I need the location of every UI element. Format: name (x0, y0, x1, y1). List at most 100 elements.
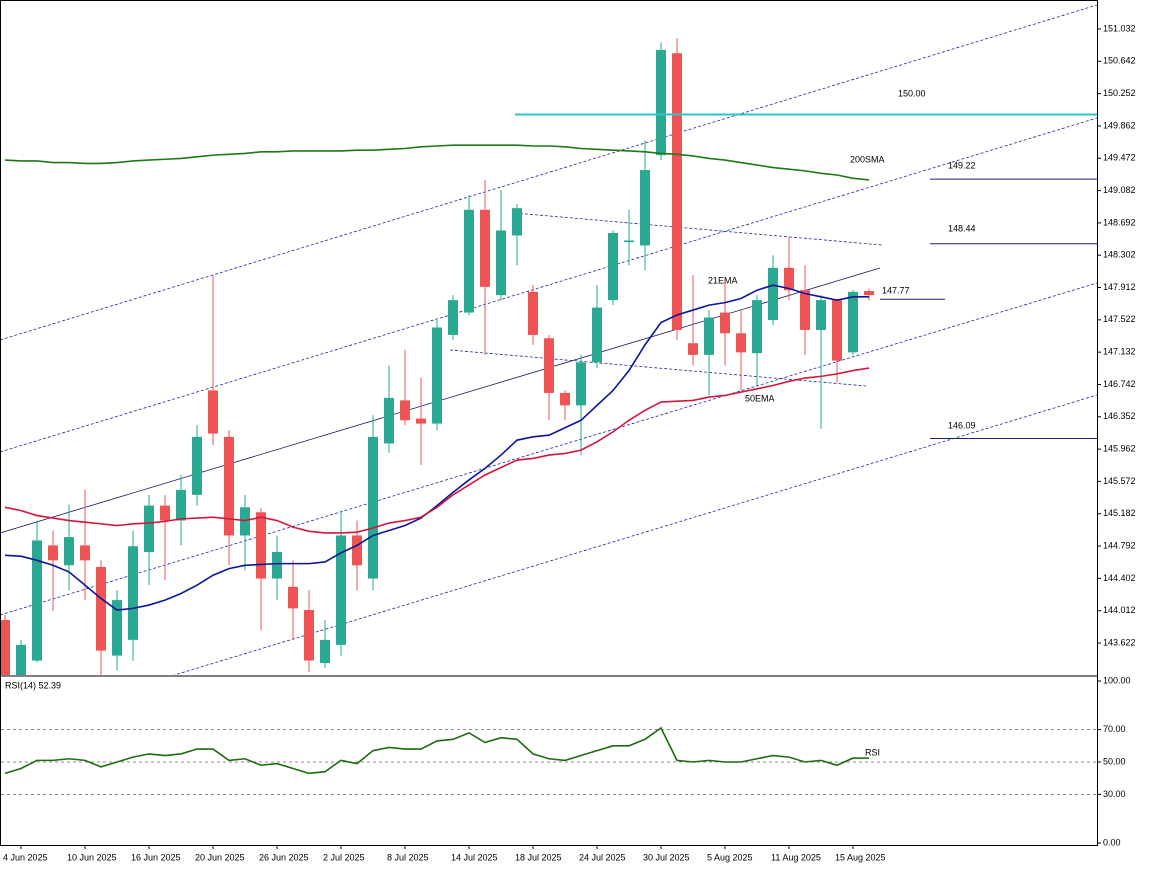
candle-body (560, 392, 570, 406)
y-tick-label: 149.862 (1103, 120, 1136, 130)
candle-body (208, 390, 218, 434)
y-tick-label: 50.00 (1103, 756, 1126, 766)
candle-body (176, 489, 186, 521)
candle-body (512, 208, 522, 236)
channel-line (1, 282, 1097, 616)
y-tick-label: 150.252 (1103, 88, 1136, 98)
x-tick-label: 30 Jul 2025 (643, 852, 690, 862)
x-tick-label: 2 Jul 2025 (323, 852, 365, 862)
level-label: 148.44 (948, 223, 976, 233)
candle-body (720, 312, 730, 334)
x-tick-label: 18 Jul 2025 (515, 852, 562, 862)
candle-body (448, 300, 458, 335)
candle-body (192, 436, 202, 495)
candle-body (464, 209, 474, 313)
candle-body (688, 343, 698, 355)
y-tick-label: 151.032 (1103, 23, 1136, 33)
candle-body (144, 505, 154, 553)
candle-body (576, 362, 586, 406)
y-tick-label: 0.00 (1103, 837, 1121, 847)
y-tick-label: 148.302 (1103, 250, 1136, 260)
level-label: 150.00 (898, 88, 926, 98)
y-tick-label: 149.472 (1103, 153, 1136, 163)
x-tick-label: 24 Jul 2025 (579, 852, 626, 862)
indicator-line (4, 284, 869, 611)
candle-body (656, 49, 666, 156)
level-label: 146.09 (948, 420, 976, 430)
candle-body (736, 333, 746, 353)
x-tick-label: 16 Jun 2025 (131, 852, 181, 862)
candle-body (80, 545, 90, 561)
candle-body (816, 300, 826, 330)
y-tick-label: 149.082 (1103, 185, 1136, 195)
y-tick-label: 146.352 (1103, 411, 1136, 421)
candle-body (704, 317, 714, 355)
y-tick-label: 145.182 (1103, 508, 1136, 518)
candle-body (240, 507, 250, 536)
y-tick-label: 144.792 (1103, 540, 1136, 550)
y-tick-label: 70.00 (1103, 724, 1126, 734)
indicator-line (4, 144, 870, 181)
candle-body (160, 505, 170, 521)
series-label: 50EMA (745, 393, 775, 403)
y-tick-label: 145.962 (1103, 443, 1136, 453)
x-tick-label: 10 Jun 2025 (67, 852, 117, 862)
candle-body (336, 535, 346, 645)
candle-body (784, 267, 794, 291)
level-label: 149.22 (948, 160, 976, 170)
candle-body (352, 535, 362, 566)
candle-body (592, 307, 602, 363)
candle-body (96, 566, 106, 651)
series-label: 200SMA (850, 154, 885, 164)
y-tick-label: 147.522 (1103, 314, 1136, 324)
series-label: 21EMA (708, 275, 738, 285)
candle-body (400, 400, 410, 421)
candle-body (768, 267, 778, 321)
indicator-line (4, 367, 870, 534)
y-tick-label: 147.912 (1103, 282, 1136, 292)
candle-body (416, 418, 426, 424)
channel-line (1, 117, 1097, 453)
candle-body (640, 170, 650, 246)
candle-body (752, 300, 762, 354)
y-tick-label: 148.692 (1103, 217, 1136, 227)
indicator-line (4, 726, 870, 775)
y-tick-label: 100.00 (1103, 675, 1131, 685)
candle-body (368, 436, 378, 579)
candle-body (800, 290, 810, 330)
main-pane (1, 38, 874, 675)
y-tick-label: 145.572 (1103, 476, 1136, 486)
wedge-line (514, 212, 883, 246)
x-tick-label: 20 Jun 2025 (195, 852, 245, 862)
candle-body (384, 397, 394, 444)
x-tick-label: 14 Jul 2025 (451, 852, 498, 862)
candle-body (480, 209, 490, 287)
candle-body (48, 545, 58, 561)
y-tick-label: 147.132 (1103, 347, 1136, 357)
x-tick-label: 11 Aug 2025 (771, 852, 821, 862)
y-tick-label: 143.622 (1103, 637, 1136, 647)
candle-body (624, 240, 634, 243)
y-tick-label: 30.00 (1103, 789, 1126, 799)
candle-body (272, 552, 282, 579)
channel-line (173, 394, 1097, 675)
y-tick-label: 146.742 (1103, 379, 1136, 389)
candle-body (256, 512, 266, 579)
candle-body (864, 291, 874, 296)
candle-body (288, 586, 298, 609)
candle-body (496, 230, 506, 296)
rsi-title: RSI(14) 52.39 (5, 680, 61, 690)
x-tick-label: 4 Jun 2025 (3, 852, 48, 862)
candle-body (32, 540, 42, 661)
level-label: 147.77 (882, 285, 910, 295)
series-label: RSI (865, 747, 880, 757)
candle-body (608, 233, 618, 301)
channel-line (1, 4, 1097, 341)
x-tick-label: 15 Aug 2025 (835, 852, 886, 862)
x-tick-label: 8 Jul 2025 (387, 852, 429, 862)
candle-body (672, 53, 682, 330)
y-tick-label: 150.642 (1103, 56, 1136, 66)
frame (0, 0, 1098, 846)
y-tick-label: 144.402 (1103, 573, 1136, 583)
